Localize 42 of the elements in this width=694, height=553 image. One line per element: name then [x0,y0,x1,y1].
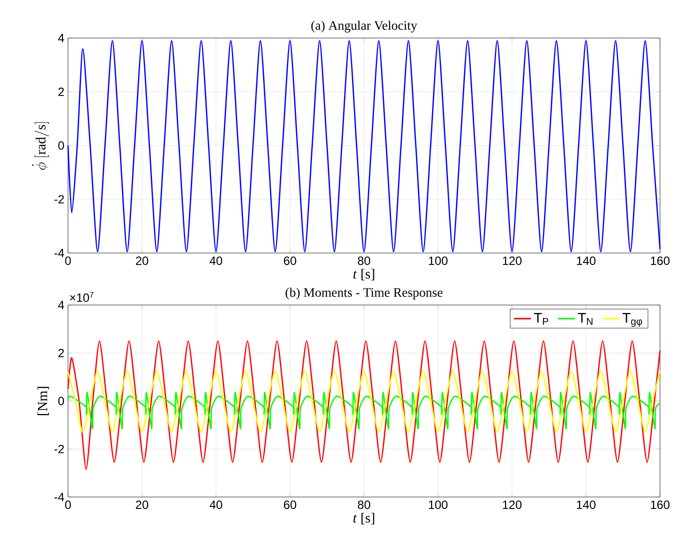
y-tick-label: 2 [58,88,64,96]
x-tick-label: 20 [136,500,148,509]
text: ×10$^{7}$ [70,292,94,302]
y-tick-label: -4 [54,492,64,502]
x-tick-label: 60 [284,256,296,265]
x-tick-label: 100 [428,256,448,265]
x-tick-label: 60 [284,500,296,509]
line-series [67,340,661,470]
y-tick-label: -2 [54,444,64,454]
x-tick-label: 40 [210,256,222,265]
y-tick-label: 0 [58,396,64,406]
y-tick-label: -4 [54,248,64,258]
x-tick-label: 0 [65,256,71,265]
x-tick-label: 0 [65,500,71,509]
x-tick-label: 80 [358,256,370,265]
x-tick-label: 120 [502,500,522,509]
x-tick-label: 100 [428,500,448,509]
line-series [67,392,661,430]
x-axis-title: t [s] [353,512,374,524]
line-series [67,370,661,433]
y-axis-title: $\dot{\phi}\ \mathrm{[rad/s]}$ [32,122,49,170]
y-tick-label: 2 [58,348,64,358]
x-axis-title: t [s] [353,268,374,280]
y-axis-title: [Nm] [37,386,49,416]
x-tick-label: 20 [136,256,148,265]
chart-title: (b) Moments - Time Response [286,288,442,300]
legend-label: T$_{gφ}$ [622,313,642,327]
y-tick-label: 4 [58,300,64,310]
y-tick-label: 4 [58,34,64,42]
x-tick-label: 140 [576,256,596,265]
x-tick-label: 120 [502,256,522,265]
chart-title: (a) Angular Velocity [311,20,418,32]
y-tick-label: -2 [54,195,64,204]
x-tick-label: 40 [210,500,222,509]
x-tick-label: 160 [650,256,670,265]
x-tick-label: 140 [576,500,596,509]
x-tick-label: 80 [358,500,370,509]
line-series [67,40,661,252]
x-tick-label: 160 [650,500,670,509]
y-tick-label: 0 [58,141,64,150]
legend-label: T$_{N}$ [578,313,592,325]
legend-label: T$_{P}$ [534,313,548,325]
